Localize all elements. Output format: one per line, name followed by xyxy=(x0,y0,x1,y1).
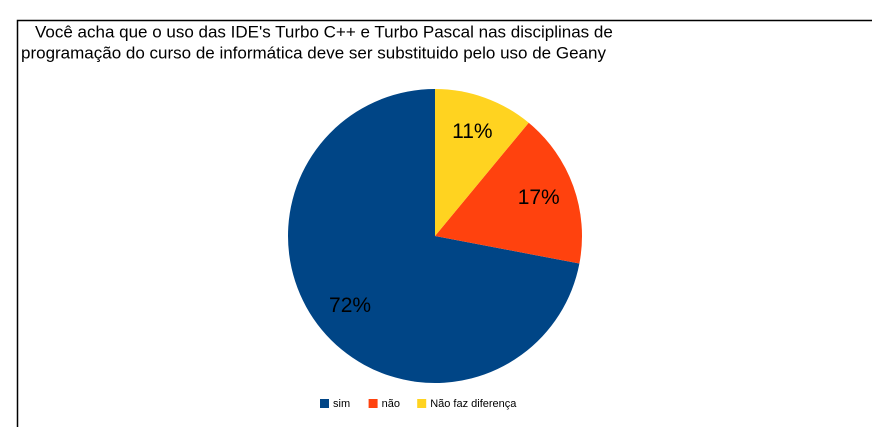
pie-slice xyxy=(435,122,582,264)
legend-swatch xyxy=(320,399,329,408)
legend-swatch xyxy=(368,399,378,408)
data-label: 11% xyxy=(452,120,492,143)
legend-label: sim xyxy=(333,398,350,410)
pie-slice xyxy=(435,89,529,236)
legend-label: Não faz diferença xyxy=(430,398,517,410)
chart-title: programação do curso de informática deve… xyxy=(21,43,606,62)
legend-swatch xyxy=(417,399,427,408)
legend-label: não xyxy=(382,398,400,410)
pie-slice xyxy=(288,89,580,383)
data-label: 72% xyxy=(329,294,371,317)
chart-title: Você acha que o uso das IDE's Turbo C++ … xyxy=(35,22,613,41)
data-label: 17% xyxy=(518,186,560,209)
chart-border xyxy=(16,19,872,427)
